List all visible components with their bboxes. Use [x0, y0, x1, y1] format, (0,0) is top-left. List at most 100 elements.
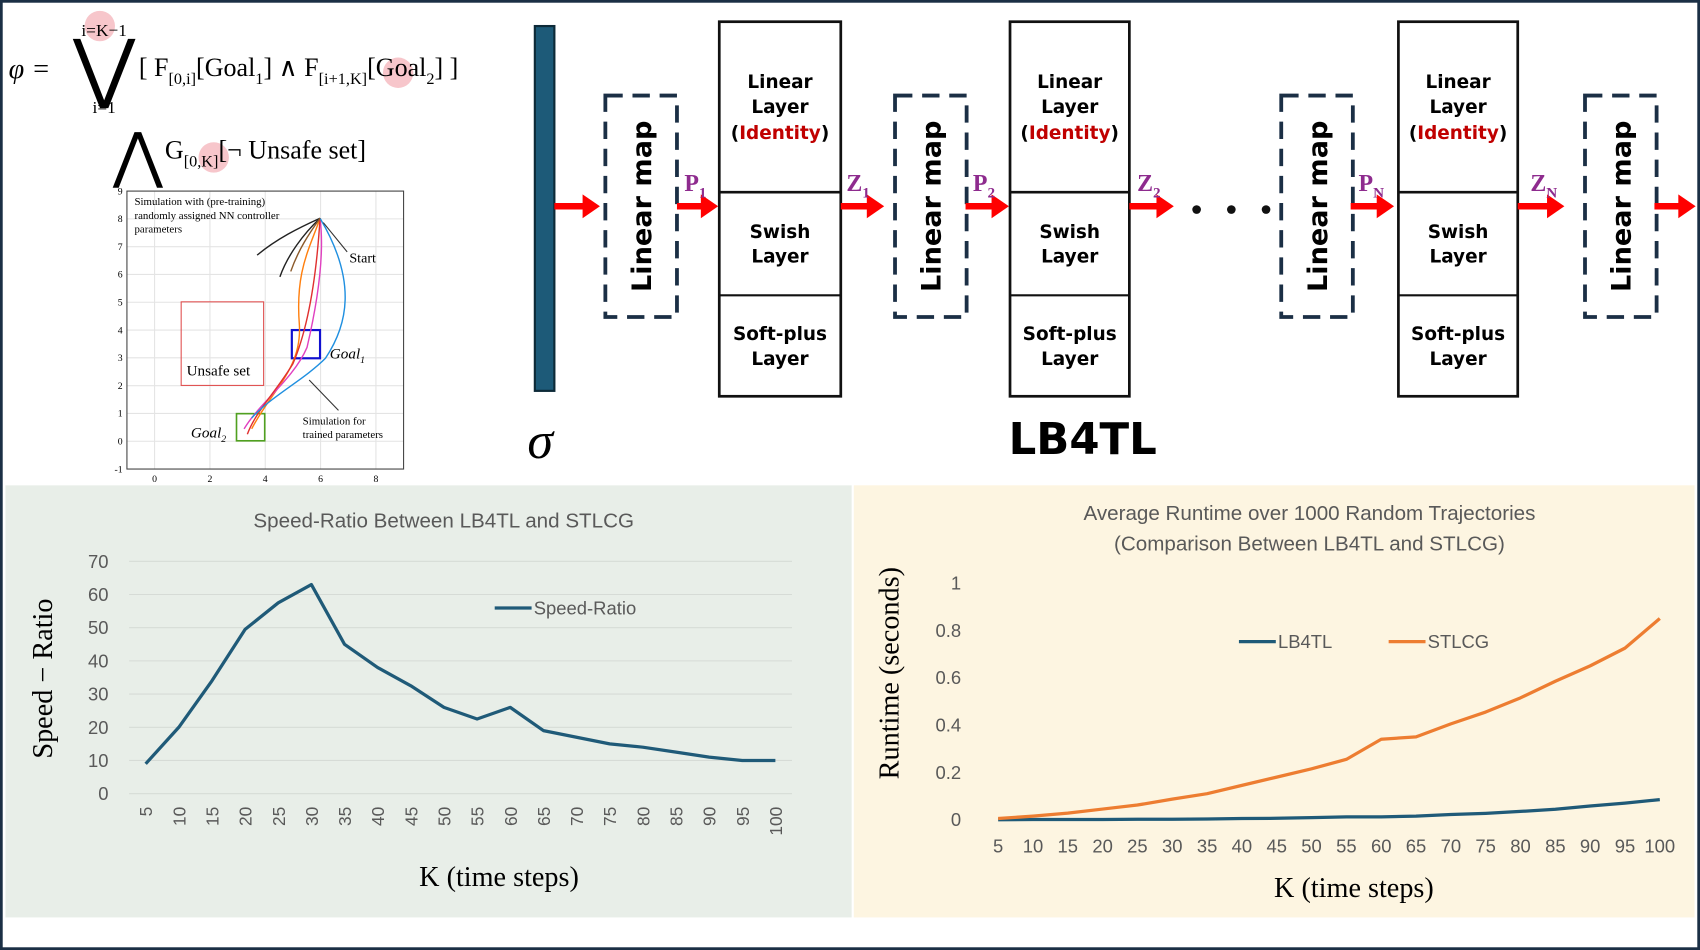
subscript: 1: [360, 355, 365, 366]
y-tick-label: 40: [88, 650, 109, 671]
signal-sub: 1: [862, 185, 870, 202]
layer-text: (Identity): [1020, 123, 1118, 144]
trajectory: [256, 217, 321, 256]
signal-sub: N: [1546, 185, 1557, 202]
text-part: [ F: [139, 53, 169, 82]
big-vee: ⋁: [72, 26, 136, 110]
inset-y-tick: 4: [118, 325, 123, 336]
signal-sub: N: [1373, 185, 1384, 202]
y-tick-label: 20: [88, 717, 109, 738]
layer-text: Layer: [1041, 349, 1099, 370]
inset-x-tick: 2: [207, 474, 212, 485]
layer-text: Layer: [1429, 97, 1487, 118]
arrow-head: [582, 194, 600, 219]
y-axis-title: Runtime (seconds): [874, 567, 905, 779]
x-tick-label: 85: [1545, 835, 1566, 856]
panel-right: [853, 485, 1695, 918]
layer-text: Layer: [1429, 247, 1487, 268]
x-axis-title: K (time steps): [419, 862, 579, 893]
x-tick-label: 35: [1197, 835, 1218, 856]
y-tick-label: 0.6: [936, 667, 962, 688]
x-tick-label: 15: [1058, 835, 1079, 856]
x-tick-label: 100: [1644, 835, 1675, 856]
inset-frame: [126, 190, 405, 470]
signal-label: PN: [1359, 171, 1385, 202]
ellipsis-dot: [1261, 205, 1271, 214]
linear-map-box: [893, 93, 969, 319]
x-tick-label: 90: [700, 807, 720, 826]
chart-subtitle: (Comparison Between LB4TL and STLCG): [1114, 532, 1505, 555]
text-part: Goal: [191, 425, 221, 442]
inset-y-tick: 1: [118, 409, 123, 420]
layer-text: Layer: [1041, 247, 1099, 268]
highlight: [198, 142, 229, 173]
x-tick-label: 5: [136, 807, 156, 817]
trajectory: [243, 218, 323, 430]
inset-note: Simulation for: [303, 416, 366, 428]
y-tick-label: 1: [951, 573, 961, 594]
x-tick-label: 10: [1023, 835, 1044, 856]
x-tick-label: 100: [766, 807, 786, 836]
x-tick-label: 45: [401, 807, 421, 826]
sigma: σ: [527, 413, 555, 470]
x-tick-label: 20: [236, 807, 256, 826]
inset-y-tick: 6: [118, 270, 123, 281]
upper-limit: i=K−1: [81, 21, 127, 40]
inset-x-tick: 4: [263, 474, 268, 485]
y-tick-label: 50: [88, 617, 109, 638]
layer-text: (Identity): [731, 123, 829, 144]
linear-map-label: Linear map: [627, 121, 658, 292]
signal-main: Z: [1137, 171, 1153, 197]
layer-text: Swish: [1039, 222, 1100, 243]
arrow-head: [1678, 194, 1696, 219]
ellipsis-dot: [1192, 205, 1201, 214]
lower-limit: i=1: [93, 98, 116, 117]
x-tick-label: 10: [169, 807, 189, 826]
inset-y-tick: 7: [118, 242, 123, 253]
arrow-head: [1156, 194, 1174, 219]
x-tick-label: 70: [1441, 835, 1462, 856]
signal-label: Z2: [1137, 171, 1161, 202]
big-wedge: ⋀: [112, 123, 164, 190]
panel-left: [5, 485, 852, 918]
subscript: 2: [426, 70, 434, 88]
paren: (: [731, 123, 739, 144]
layer-text: Soft-plus: [1411, 324, 1505, 345]
subscript: 2: [221, 434, 226, 445]
x-tick-label: 40: [368, 807, 388, 826]
subscript: [0,K]: [184, 152, 219, 170]
data-line: [998, 617, 1661, 821]
paren: ): [1499, 123, 1507, 144]
inset-x-tick: 8: [373, 474, 378, 485]
annotation-arrow: [308, 379, 339, 411]
y-tick-label: 0.2: [936, 762, 962, 783]
inset-y-tick: 0: [118, 436, 123, 447]
signal-sub: 2: [1153, 185, 1161, 202]
x-tick-label: 60: [501, 807, 521, 826]
layer-block: [1008, 20, 1131, 398]
signal-label: P1: [684, 171, 706, 202]
x-tick-label: 5: [993, 835, 1003, 856]
text-part: [Goal: [196, 53, 255, 82]
data-line: [998, 797, 1660, 822]
x-tick-label: 20: [1092, 835, 1113, 856]
y-tick-label: 0.8: [936, 620, 962, 641]
y-tick-label: 60: [88, 584, 109, 605]
y-tick-label: 70: [88, 551, 109, 572]
inset-x-tick: 0: [152, 474, 157, 485]
inset-note: parameters: [135, 223, 183, 235]
highlight: [382, 57, 414, 88]
y-tick-label: 0.4: [936, 715, 962, 736]
inset-y-tick: 2: [118, 381, 123, 392]
ellipsis-dot: [1226, 205, 1236, 214]
linear-map-label: Linear map: [1607, 121, 1638, 292]
arrow-head: [1547, 194, 1565, 219]
x-tick-label: 15: [202, 807, 222, 826]
paren: ): [821, 123, 829, 144]
layer-text: Soft-plus: [733, 324, 827, 345]
linear-map-box: [1279, 93, 1355, 319]
x-tick-label: 80: [1510, 835, 1531, 856]
signal-label: Z1: [846, 171, 870, 202]
inset-note: Simulation with (pre-training): [135, 196, 266, 208]
